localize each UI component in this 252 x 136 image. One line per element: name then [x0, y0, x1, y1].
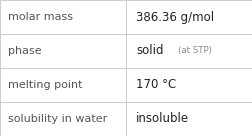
- Text: insoluble: insoluble: [136, 112, 189, 126]
- Text: solid: solid: [136, 44, 164, 58]
- Text: solubility in water: solubility in water: [8, 114, 107, 124]
- Text: molar mass: molar mass: [8, 12, 73, 22]
- Text: phase: phase: [8, 46, 41, 56]
- Text: 170 °C: 170 °C: [136, 78, 176, 92]
- Text: 386.36 g/mol: 386.36 g/mol: [136, 10, 214, 24]
- Text: (at STP): (at STP): [178, 47, 212, 55]
- Text: melting point: melting point: [8, 80, 82, 90]
